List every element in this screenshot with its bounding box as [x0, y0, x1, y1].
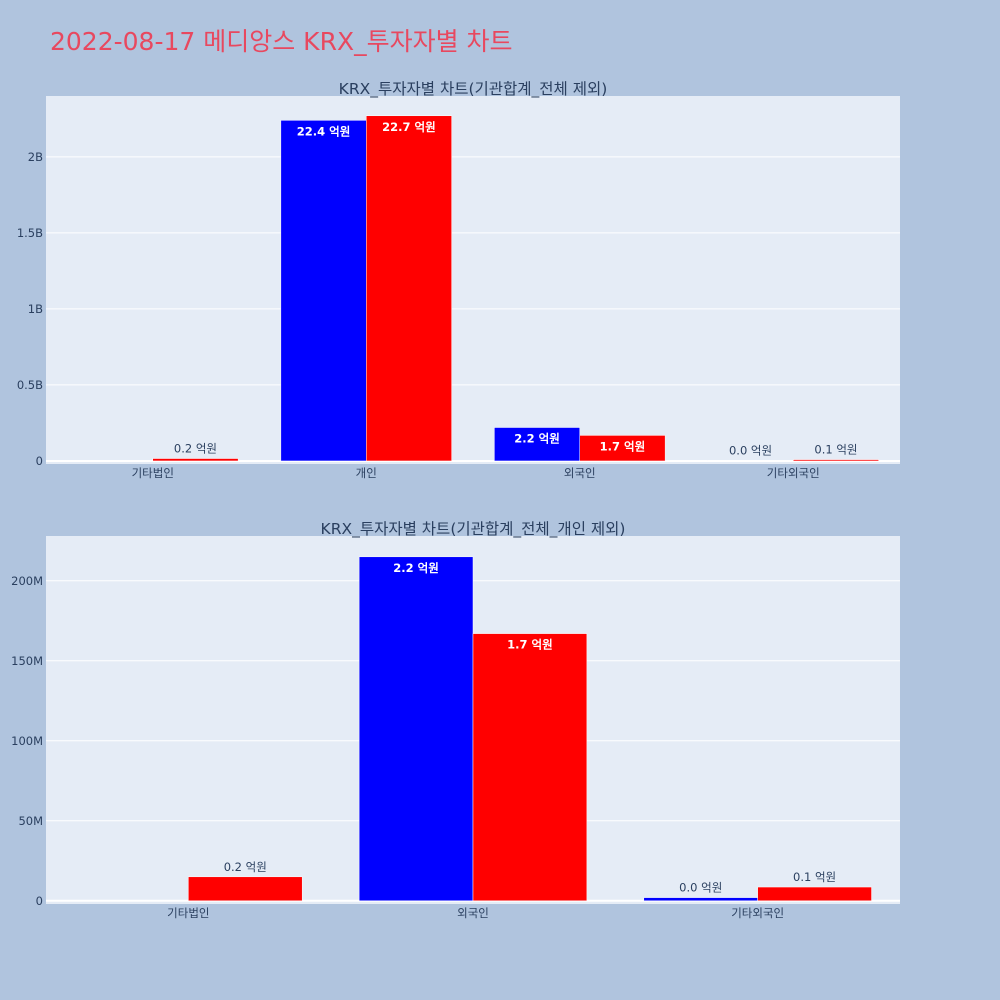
y-tick-label: 1B	[28, 302, 43, 316]
x-tick-label: 외국인	[457, 906, 489, 920]
bar	[152, 458, 239, 462]
data-label: 0.0 억원	[679, 881, 722, 895]
x-tick-label: 기타외국인	[767, 466, 820, 480]
data-label: 0.2 억원	[224, 860, 267, 874]
data-label: 22.4 억원	[297, 124, 351, 138]
bar	[579, 435, 666, 462]
data-label: 1.7 억원	[507, 638, 553, 652]
bar	[188, 876, 303, 902]
bar	[472, 633, 588, 902]
x-tick-label: 외국인	[564, 466, 596, 480]
bar	[494, 427, 581, 462]
y-tick-label: 2B	[28, 150, 43, 164]
data-label: 0.2 억원	[174, 442, 217, 456]
y-tick-label: 0.5B	[17, 378, 43, 392]
bar	[366, 115, 452, 462]
y-tick-label: 100M	[11, 734, 43, 748]
data-label: 0.0 억원	[729, 444, 772, 458]
y-tick-label: 0	[36, 454, 43, 468]
chart-title: KRX_투자자별 차트(기관합계_전체 제외)	[339, 80, 608, 99]
bar	[757, 886, 872, 902]
x-tick-label: 기타법인	[132, 466, 174, 480]
data-label: 2.2 억원	[514, 432, 560, 446]
bar	[358, 556, 474, 902]
data-label: 2.2 억원	[393, 561, 439, 575]
y-tick-label: 1.5B	[17, 226, 43, 240]
plot-area	[46, 96, 900, 464]
bar	[280, 120, 367, 462]
data-label: 22.7 억원	[382, 120, 436, 134]
bar	[643, 897, 758, 902]
x-tick-label: 기타외국인	[731, 906, 784, 920]
data-label: 0.1 억원	[793, 870, 836, 884]
x-tick-label: 개인	[356, 466, 377, 480]
page-title: 2022-08-17 메디앙스 KRX_투자자별 차트	[50, 27, 513, 56]
data-label: 1.7 억원	[600, 439, 646, 453]
data-label: 0.1 억원	[814, 443, 857, 457]
x-tick-label: 기타법인	[167, 906, 209, 920]
y-tick-label: 150M	[11, 654, 43, 668]
chart-title: KRX_투자자별 차트(기관합계_전체_개인 제외)	[321, 520, 626, 539]
y-tick-label: 50M	[18, 814, 43, 828]
y-tick-label: 0	[36, 894, 43, 908]
y-tick-label: 200M	[11, 574, 43, 588]
chart-2: 0 50M 100M 150M 200M KRX_투자자별 차트(기관합계_전체_개인 제…	[11, 520, 900, 920]
bar	[793, 459, 879, 462]
chart-1: 0 0.5B 1B 1.5B 2B KRX_투자자별 차트(기관합계_전체 제외) 기타법인…	[17, 80, 900, 480]
